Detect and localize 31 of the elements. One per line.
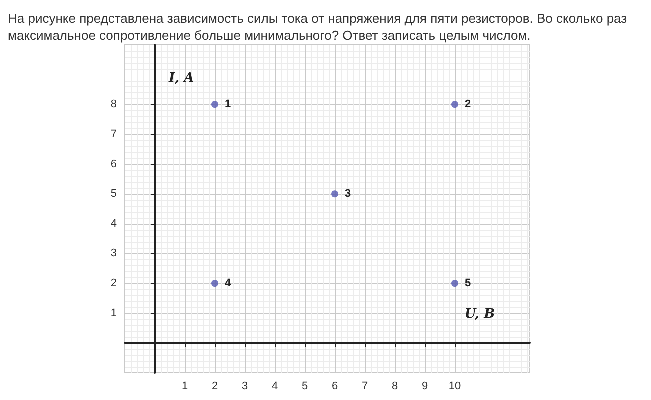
x-tick-label: 4 [272,380,278,392]
y-tick-label: 6 [110,158,117,170]
x-tick-label: 1 [182,380,188,392]
annotation: 4 [225,278,232,290]
point [452,280,458,288]
x-tick-label: 8 [392,380,398,392]
y-tick-label: 2 [110,278,117,290]
x-tick-label: 3 [242,380,248,392]
point [452,101,458,108]
y-tick-label: 1 [110,307,117,320]
chart-title: На рисунке представлена зависимость силы тока от напряжения для пяти резисторов. Во сколько раз максимальное сопротивление больше минимального? Ответ записать целым числом. [8,10,628,44]
annotation: 1 [225,98,232,111]
x-tick-label: 9 [422,380,428,392]
y-tick-label: 8 [110,98,117,111]
point [332,190,338,198]
annotation: 2 [465,98,472,111]
y-tick-label: 5 [110,188,117,200]
annotation: 3 [345,188,352,200]
point [212,280,218,288]
y-tick-label: 7 [110,128,117,140]
x-tick-label: 7 [362,380,368,392]
y-tick-label: 4 [110,218,117,230]
x-tick-label: 6 [332,380,338,392]
x-tick-label: 5 [302,380,308,392]
annotation: 5 [465,278,472,290]
x-tick-label: 2 [212,380,218,392]
y-tick-label: 3 [110,248,117,260]
x-tick-label: 10 [448,380,462,392]
y-axis-title: I, A [168,71,194,86]
x-axis-title: U, B [464,307,496,322]
point [212,101,218,108]
